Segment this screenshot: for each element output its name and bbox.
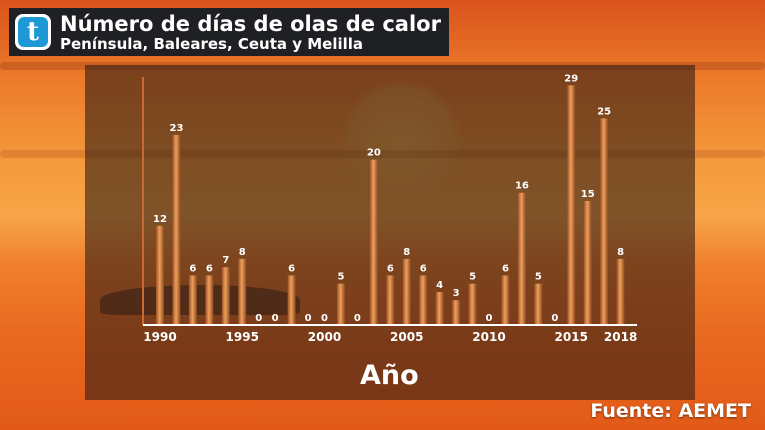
bar-2007 [435,291,444,325]
data-label-1996: 0 [255,313,262,324]
bar-2008 [452,300,461,325]
data-label-2008: 3 [453,288,460,299]
data-label-1999: 0 [305,313,312,324]
data-label-2017: 25 [597,106,611,117]
chart-title: Número de días de olas de calor [60,11,441,36]
data-label-1993: 6 [206,263,213,274]
bar-2012 [517,192,526,325]
bar-2016 [583,201,592,325]
data-label-1990: 12 [153,214,167,225]
data-label-2014: 0 [551,313,558,324]
x-tick-label-1990: 1990 [143,330,176,344]
x-tick-label-1995: 1995 [226,330,259,344]
data-label-2013: 5 [535,272,542,283]
bar-2009 [468,283,477,325]
chart-panel: 12 23 6 6 7 8 0 0 6 0 0 5 0 20 6 8 6 4 3 5 0 6 16 5 0 29 15 25 8 199… [85,65,695,400]
bar-2017 [600,118,609,325]
x-tick-label-2018: 2018 [604,330,637,344]
x-tick-label-2005: 2005 [390,330,423,344]
data-label-1997: 0 [272,313,279,324]
bar-2018 [616,258,625,325]
bar-1994 [221,267,230,325]
data-label-1994: 7 [222,255,229,266]
data-label-2002: 0 [354,313,361,324]
data-label-1998: 6 [288,263,295,274]
title-banner: t Número de días de olas de calor Peníns… [9,8,449,56]
data-label-2005: 8 [403,247,410,258]
logo-letter: t [18,17,48,47]
bar-2011 [501,275,510,325]
source-credit: Fuente: AEMET [590,400,751,422]
tiempo-logo-icon: t [15,14,51,50]
data-label-2003: 20 [367,148,381,159]
data-label-1995: 8 [239,247,246,258]
data-label-2010: 0 [486,313,493,324]
bar-2004 [386,275,395,325]
bar-2001 [336,283,345,325]
data-label-2016: 15 [581,189,595,200]
data-label-2007: 4 [436,280,443,291]
bar-2013 [534,283,543,325]
bar-2005 [402,258,411,325]
x-axis-title: Año [360,360,419,391]
data-label-1992: 6 [189,263,196,274]
x-tick-label-2010: 2010 [472,330,505,344]
data-label-2004: 6 [387,263,394,274]
bar-1992 [188,275,197,325]
bar-2015 [567,85,576,325]
data-label-2012: 16 [515,181,529,192]
data-label-1991: 23 [169,123,183,134]
bar-1998 [287,275,296,325]
x-tick-label-2000: 2000 [308,330,341,344]
bar-1993 [205,275,214,325]
bar-1990 [156,225,164,325]
chart-subtitle: Península, Baleares, Ceuta y Melilla [60,34,364,53]
bar-2006 [419,275,428,325]
bar-2003 [369,159,378,325]
data-label-2000: 0 [321,313,328,324]
data-label-2011: 6 [502,263,509,274]
data-label-2018: 8 [617,247,624,258]
data-label-2015: 29 [564,73,578,84]
data-label-2009: 5 [469,272,476,283]
data-label-2006: 6 [420,263,427,274]
bar-1995 [238,258,247,325]
x-tick-label-2015: 2015 [555,330,588,344]
bar-1991 [172,134,181,325]
data-label-2001: 5 [337,272,344,283]
